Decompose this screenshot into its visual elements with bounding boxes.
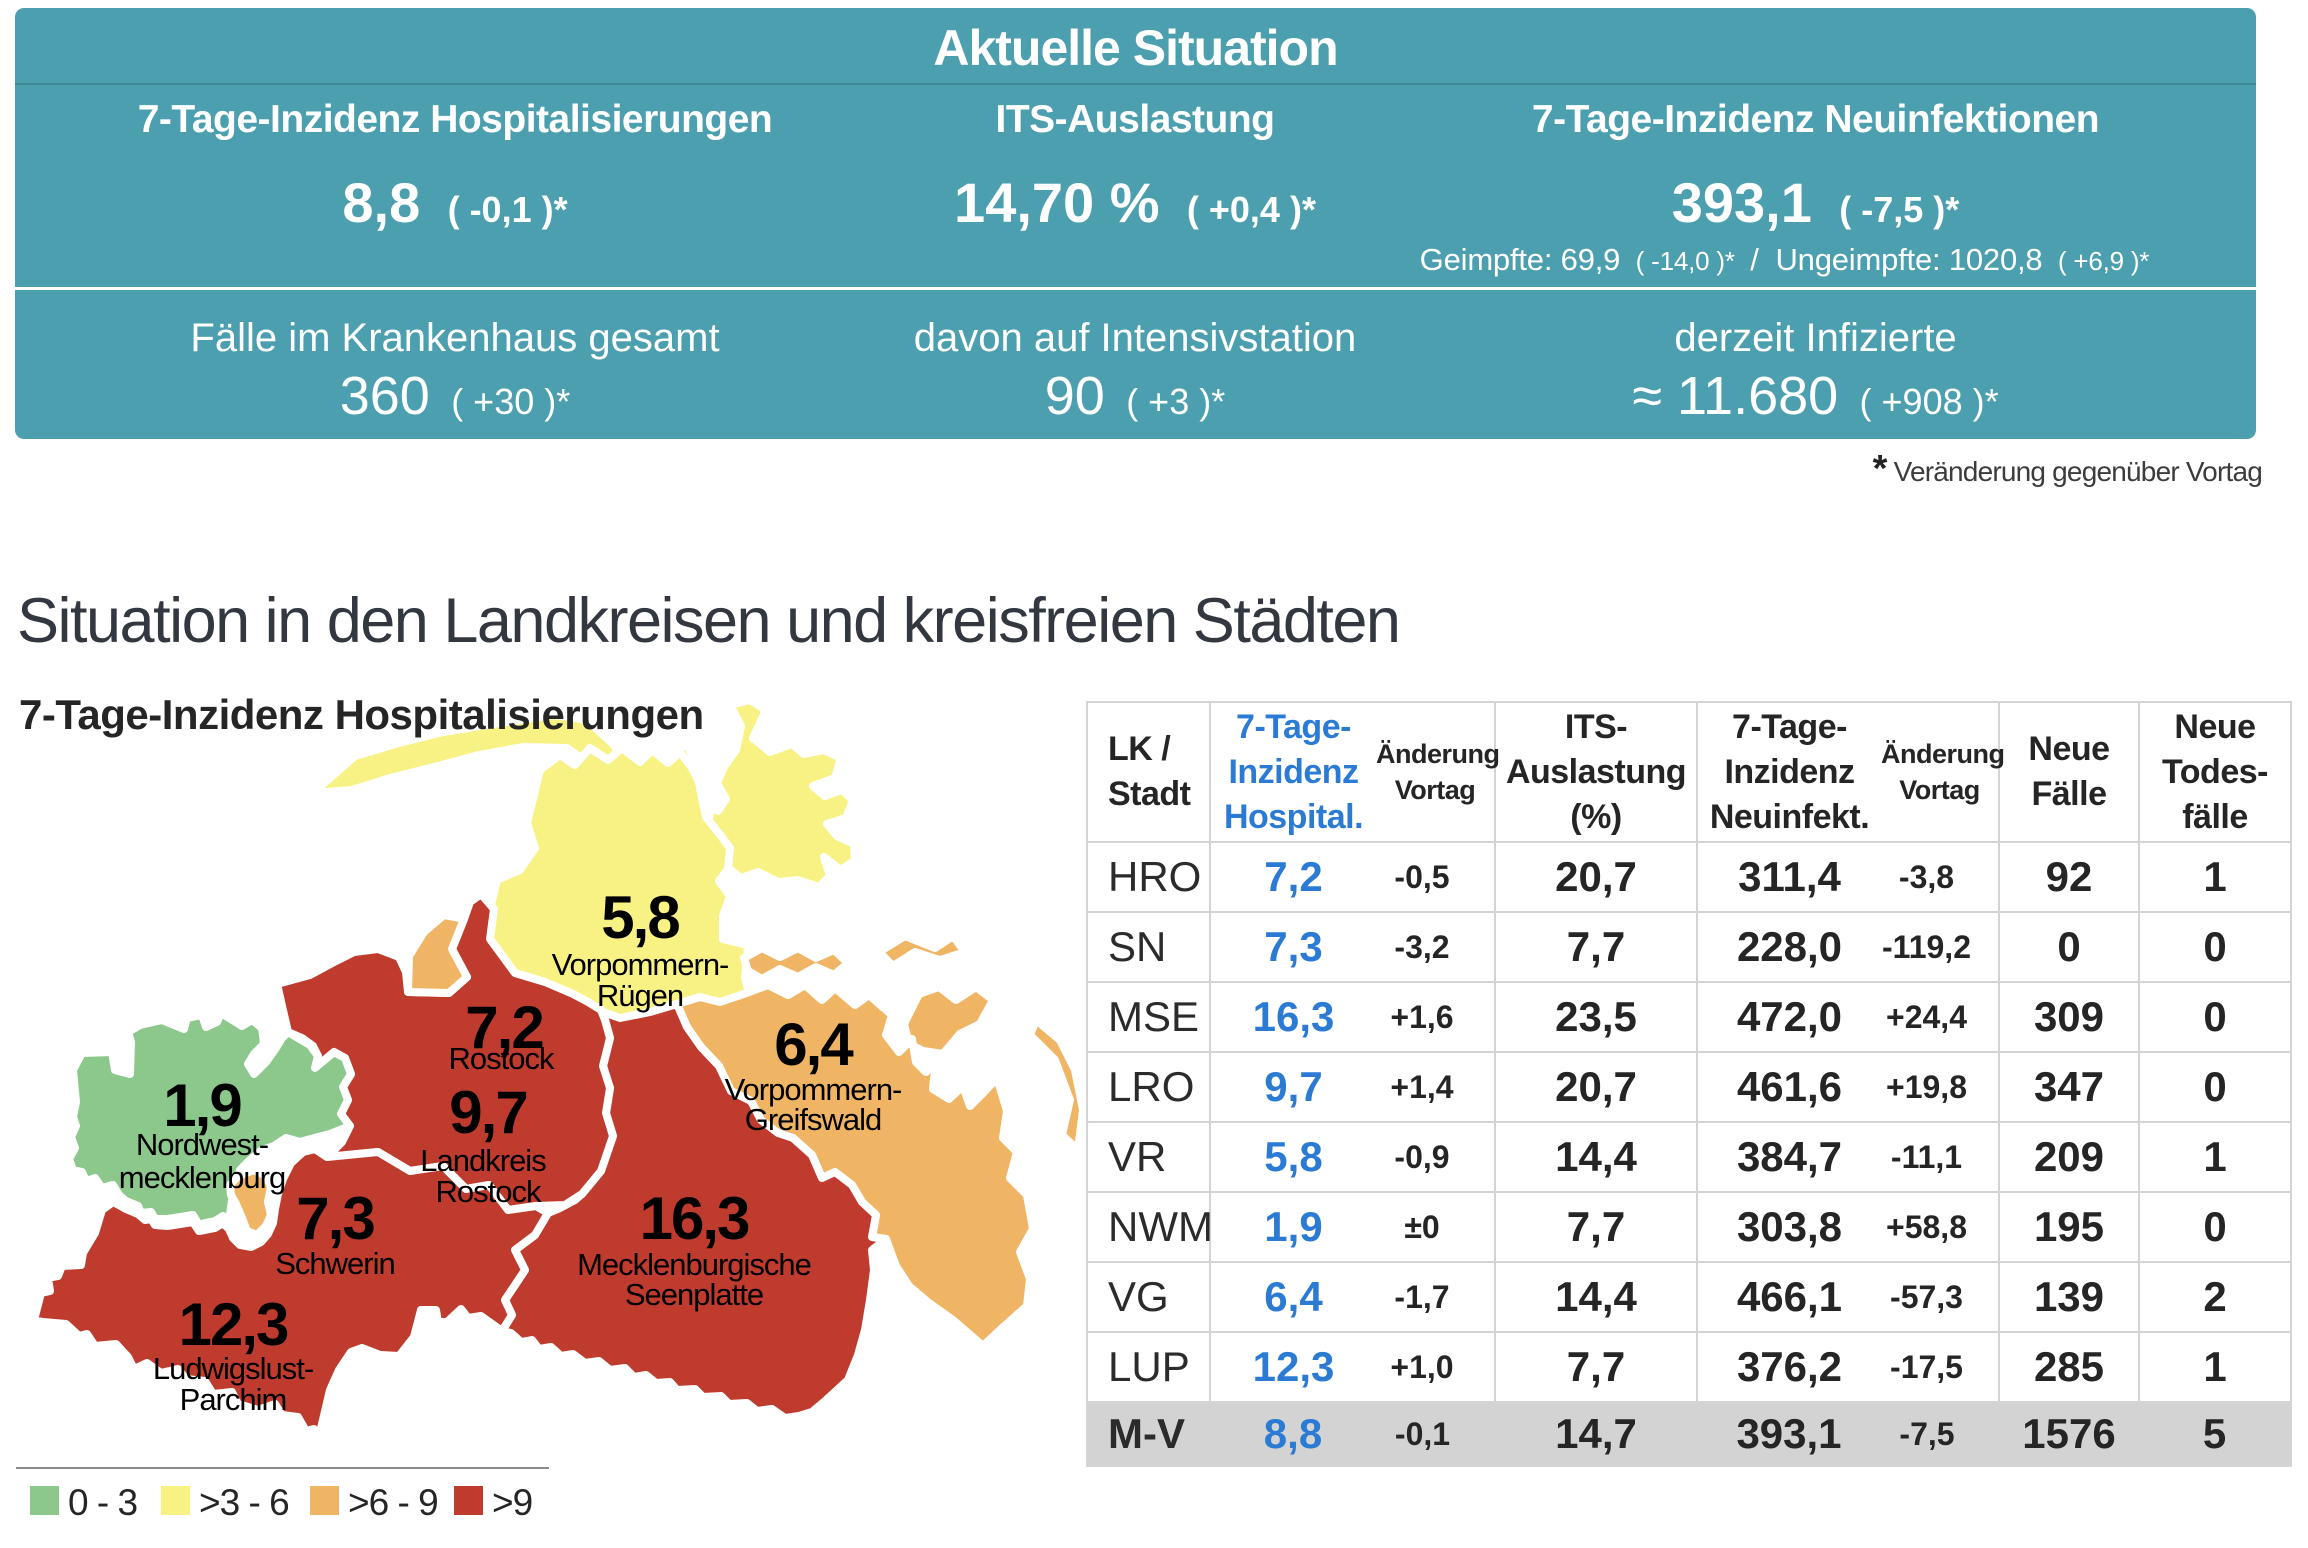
svg-text:7,3: 7,3: [296, 1185, 374, 1252]
svg-text:Parchim: Parchim: [180, 1382, 287, 1417]
svg-text:Vorpommern-: Vorpommern-: [552, 947, 729, 982]
svg-text:9,7: 9,7: [449, 1079, 526, 1146]
svg-text:1,9: 1,9: [163, 1072, 241, 1139]
svg-text:Landkreis: Landkreis: [420, 1143, 546, 1178]
svg-text:Ludwigslust-: Ludwigslust-: [153, 1351, 313, 1386]
svg-text:mecklenburg: mecklenburg: [119, 1160, 285, 1195]
svg-text:Schwerin: Schwerin: [275, 1246, 395, 1281]
svg-text:Greifswald: Greifswald: [745, 1102, 881, 1137]
svg-text:5,8: 5,8: [601, 884, 679, 951]
svg-text:16,3: 16,3: [640, 1185, 749, 1252]
svg-text:Seenplatte: Seenplatte: [625, 1277, 763, 1312]
svg-text:Mecklenburgische: Mecklenburgische: [577, 1247, 811, 1282]
svg-text:Vorpommern-: Vorpommern-: [725, 1072, 902, 1107]
svg-text:Rügen: Rügen: [597, 978, 683, 1013]
svg-text:Nordwest-: Nordwest-: [136, 1127, 268, 1162]
svg-text:6,4: 6,4: [774, 1011, 854, 1078]
svg-text:12,3: 12,3: [179, 1291, 288, 1358]
svg-text:7,2: 7,2: [465, 994, 542, 1061]
svg-text:Rostock: Rostock: [436, 1174, 542, 1209]
svg-text:Rostock: Rostock: [449, 1041, 555, 1076]
